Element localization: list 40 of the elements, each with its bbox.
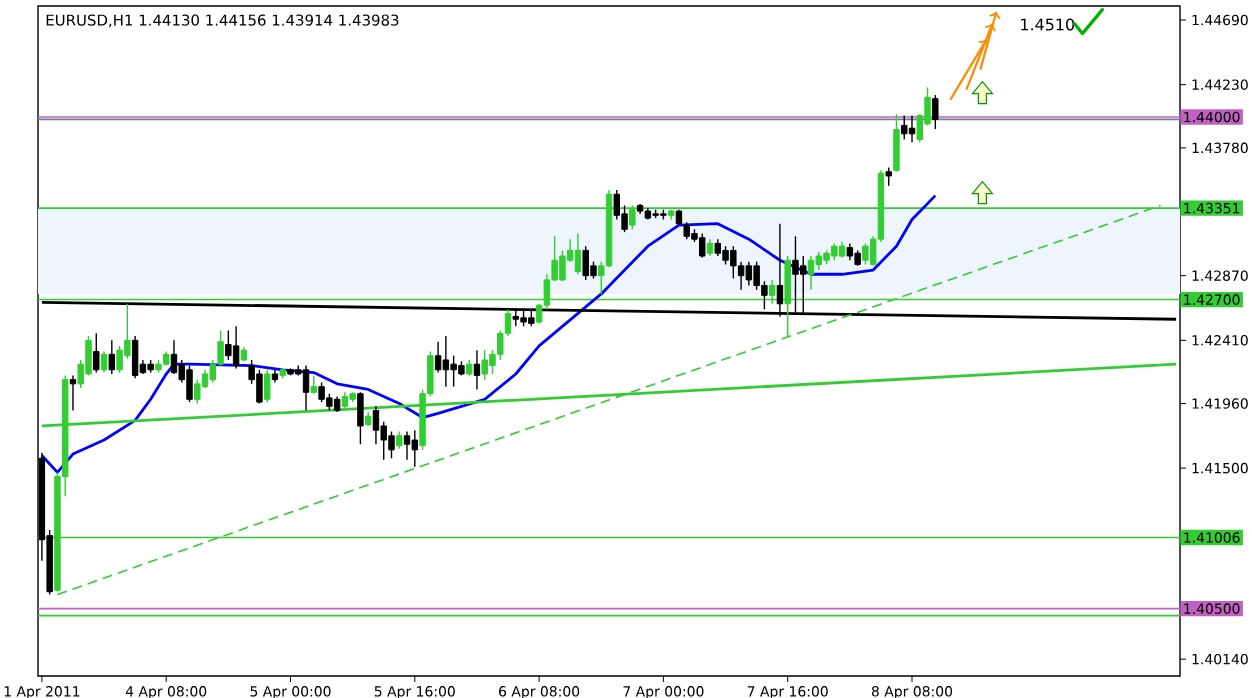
candlestick bbox=[372, 405, 380, 445]
candlestick bbox=[893, 113, 900, 173]
candlestick bbox=[885, 166, 892, 187]
candlestick bbox=[100, 350, 108, 374]
candlestick bbox=[170, 339, 178, 375]
line-series bbox=[40, 194, 937, 474]
candlestick bbox=[745, 260, 753, 287]
candlestick bbox=[85, 335, 92, 377]
candlestick bbox=[302, 364, 310, 412]
candlestick bbox=[411, 429, 419, 468]
candlestick bbox=[442, 335, 450, 388]
candlestick bbox=[807, 255, 815, 291]
candlestick bbox=[225, 329, 232, 361]
candlestick bbox=[434, 341, 442, 374]
candlestick bbox=[574, 232, 582, 275]
candlestick bbox=[318, 381, 325, 403]
candlestick bbox=[93, 332, 100, 374]
candlestick bbox=[403, 430, 411, 461]
candlestick bbox=[341, 391, 349, 412]
candlestick bbox=[263, 369, 271, 403]
candlestick bbox=[256, 369, 263, 405]
candlestick bbox=[388, 430, 395, 459]
candlestick bbox=[722, 245, 729, 266]
candlestick bbox=[753, 260, 760, 291]
candlestick bbox=[932, 94, 939, 130]
candlestick bbox=[582, 245, 589, 281]
candlestick bbox=[116, 345, 123, 374]
candlestick bbox=[186, 364, 193, 403]
candlestick bbox=[232, 325, 240, 370]
candlestick bbox=[481, 349, 488, 381]
candlestick bbox=[131, 335, 139, 379]
candlestick bbox=[357, 391, 364, 445]
candlestick bbox=[901, 114, 908, 141]
candlestick bbox=[310, 374, 318, 395]
candlestick bbox=[473, 349, 481, 391]
candlestick bbox=[108, 339, 116, 375]
candlestick bbox=[862, 242, 869, 266]
candlestick bbox=[450, 355, 457, 388]
candlestick bbox=[194, 378, 201, 405]
candlestick bbox=[69, 374, 77, 412]
